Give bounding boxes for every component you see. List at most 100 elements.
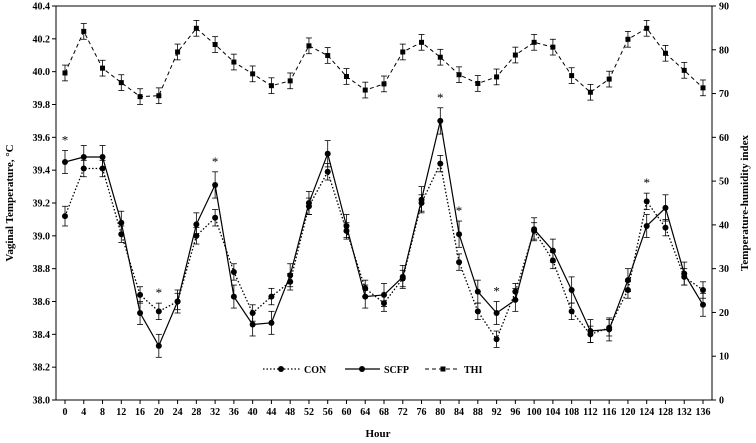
x-tick-label: 32 [210, 407, 220, 418]
y-tick-label: 38.0 [33, 396, 51, 407]
point-thi [231, 59, 237, 65]
x-tick-label: 16 [135, 407, 145, 418]
series-scfp [62, 107, 706, 358]
point-con [493, 336, 500, 343]
point-con [643, 198, 650, 205]
point-scfp [230, 293, 237, 300]
legend-marker-scfp [359, 366, 365, 372]
y2-tick-label: 20 [719, 308, 729, 319]
y2-tick-label: 60 [719, 133, 729, 144]
x-tick-label: 96 [510, 407, 520, 418]
legend-marker-thi [440, 366, 446, 372]
point-thi [268, 83, 274, 89]
point-scfp [493, 309, 500, 316]
x-tick-label: 92 [492, 407, 502, 418]
point-thi [306, 43, 312, 49]
point-thi [550, 44, 556, 50]
point-con [324, 168, 331, 175]
right-axis: 0 10 20 30 40 50 60 70 80 90 [712, 2, 729, 407]
y2-tick-label: 0 [719, 396, 724, 407]
point-scfp [305, 200, 312, 206]
y2-axis-title: Temperature-humidity index [739, 135, 751, 271]
x-axis: 0 4 8 12 16 20 24 28 32 36 40 44 48 52 56 60 64 68 72 76 80 8… [63, 400, 711, 418]
x-tick-label: 12 [116, 407, 126, 418]
point-scfp [549, 247, 556, 254]
x-tick-label: 72 [398, 407, 408, 418]
plot-frame [55, 5, 713, 401]
point-con [137, 291, 144, 298]
significance-star: * [493, 284, 500, 299]
significance-star: * [643, 175, 650, 190]
y-tick-label: 39.6 [33, 133, 51, 144]
x-tick-label: 104 [545, 407, 560, 418]
x-tick-label: 64 [360, 407, 370, 418]
point-con [155, 308, 162, 315]
x-tick-label: 76 [417, 407, 427, 418]
significance-markers: * * * * * * * [62, 90, 650, 300]
point-thi [381, 81, 387, 87]
x-tick-label: 124 [639, 407, 654, 418]
x-tick-label: 132 [677, 407, 692, 418]
point-scfp [681, 270, 688, 277]
point-thi [100, 65, 106, 71]
x-tick-label: 52 [304, 407, 314, 418]
legend-marker-con [278, 366, 284, 372]
y-tick-label: 40.2 [33, 34, 51, 45]
point-scfp [137, 309, 144, 316]
y-tick-label: 38.4 [33, 330, 51, 341]
y2-tick-label: 10 [719, 352, 729, 363]
point-thi [325, 52, 331, 58]
point-scfp [62, 158, 68, 165]
y2-tick-label: 40 [719, 220, 729, 231]
point-thi [118, 80, 124, 86]
point-scfp [155, 342, 162, 349]
x-tick-label: 24 [173, 407, 183, 418]
point-con [62, 213, 68, 220]
point-scfp [418, 196, 425, 203]
y-tick-label: 38.2 [33, 363, 51, 374]
series-thi [62, 20, 706, 105]
x-tick-label: 56 [323, 407, 333, 418]
point-thi [400, 49, 406, 55]
point-scfp [662, 204, 669, 211]
point-thi [662, 50, 668, 56]
x-tick-label: 112 [583, 407, 597, 418]
point-thi [456, 72, 462, 78]
legend-label-con: CON [304, 365, 327, 376]
point-thi [137, 94, 143, 100]
point-thi [569, 73, 575, 79]
y-tick-label: 39.8 [33, 100, 51, 111]
x-tick-label: 44 [266, 407, 276, 418]
x-tick-label: 84 [454, 407, 464, 418]
legend: CON SCFP THI [263, 365, 482, 376]
point-thi [250, 71, 256, 77]
point-thi [700, 85, 706, 91]
x-tick-label: 88 [473, 407, 483, 418]
point-thi [212, 42, 218, 48]
point-thi [362, 87, 368, 93]
point-scfp [437, 117, 444, 124]
x-tick-label: 28 [191, 407, 201, 418]
x-tick-label: 108 [564, 407, 579, 418]
point-thi [531, 39, 537, 45]
point-thi [175, 49, 181, 55]
legend-item-scfp: SCFP [345, 365, 409, 376]
point-con [437, 160, 444, 167]
point-thi [681, 67, 687, 73]
point-scfp [643, 222, 650, 229]
point-thi [625, 36, 631, 42]
point-con [456, 259, 463, 266]
x-axis-title: Hour [365, 428, 390, 440]
left-axis: 38.0 38.2 38.4 38.6 38.8 39.0 39.2 39.4 39.6 39.8… [33, 2, 56, 407]
point-scfp [474, 288, 481, 295]
point-thi [156, 93, 162, 99]
point-con [268, 293, 275, 300]
point-thi [512, 52, 518, 58]
point-scfp [268, 319, 275, 326]
y-tick-label: 39.0 [33, 231, 51, 242]
point-scfp [99, 154, 106, 161]
point-scfp [174, 298, 181, 305]
legend-label-scfp: SCFP [384, 365, 409, 376]
x-tick-label: 120 [620, 407, 635, 418]
point-thi [606, 76, 612, 82]
